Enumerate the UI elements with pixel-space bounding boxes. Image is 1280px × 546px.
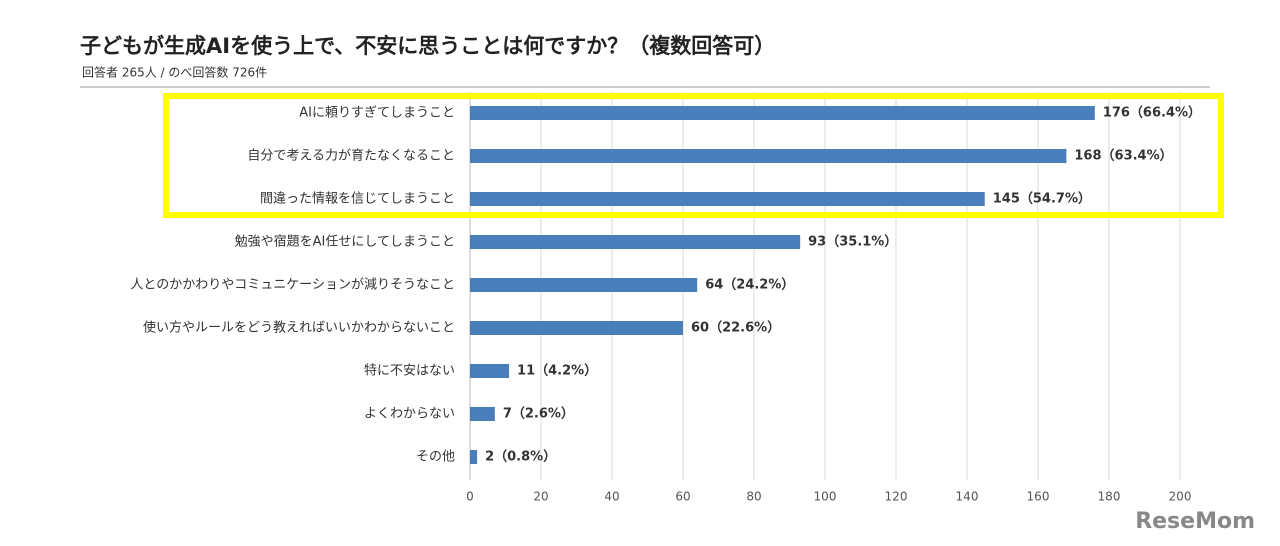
chart-subtitle: 回答者 265人 / のべ回答数 726件 [82,65,267,80]
bar [470,450,478,464]
x-tick-label: 200 [1169,490,1192,504]
x-tick-label: 20 [533,490,548,504]
value-label: 2（0.8%） [485,449,556,465]
value-label: 11（4.2%） [517,363,597,379]
y-tick-label: 勉強や宿題をAI任せにしてしまうこと [235,234,455,250]
x-tick-label: 80 [746,490,761,504]
x-tick-label: 160 [1027,490,1050,504]
y-tick-label: 自分で考える力が育たなくなること [247,148,455,164]
x-tick-label: 100 [814,490,837,504]
y-tick-label: 間違った情報を信じてしまうこと [260,192,455,207]
bar [470,364,510,378]
y-tick-label: AIに頼りすぎてしまうこと [299,106,455,121]
value-label: 7（2.6%） [503,406,574,422]
x-tick-label: 180 [1098,490,1121,504]
watermark: ReseMom [1135,509,1255,534]
bar [470,149,1067,163]
bar [470,192,985,206]
value-label: 93（35.1%） [808,234,897,250]
bar [470,407,495,421]
value-label: 60（22.6%） [691,320,780,336]
x-tick-label: 40 [604,490,619,504]
value-label: 64（24.2%） [705,277,794,293]
y-tick-label: その他 [416,450,455,465]
x-tick-label: 60 [675,490,690,504]
chart-title: 子どもが生成AIを使う上で、不安に思うことは何ですか？（複数回答可） [80,34,775,58]
bar [470,235,801,249]
bar [470,321,683,335]
highlight-box [163,93,1224,218]
y-tick-label: 特に不安はない [364,364,455,379]
x-tick-label: 0 [466,490,474,504]
value-label: 176（66.4%） [1103,105,1201,121]
value-label: 145（54.7%） [993,191,1091,207]
bar [470,278,698,292]
y-tick-label: よくわからない [364,407,455,422]
bar [470,106,1095,120]
x-tick-label: 120 [885,490,908,504]
y-tick-label: 人とのかかわりやコミュニケーションが減りそうなこと [130,277,455,293]
x-tick-label: 140 [956,490,979,504]
value-label: 168（63.4%） [1074,148,1172,164]
y-tick-label: 使い方やルールをどう教えればいいかわからないこと [143,320,455,336]
plot-area: 0 20 40 60 80 100 120 140 160 180 200 AIに頼りすぎてしまうこと… [130,92,1201,504]
